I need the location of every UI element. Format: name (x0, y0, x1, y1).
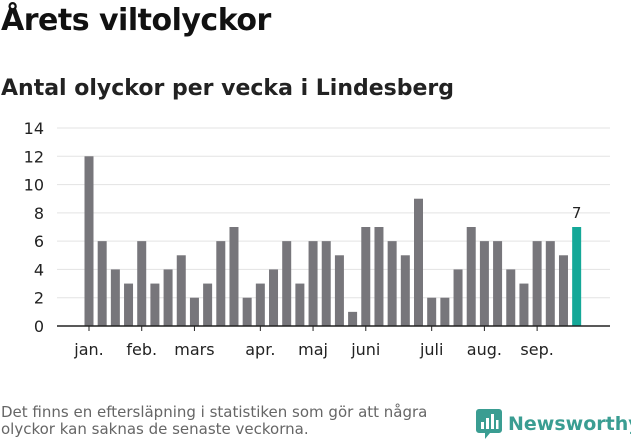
x-tick-label: mars (174, 340, 214, 359)
bar (506, 269, 516, 326)
bar (427, 297, 437, 326)
bar (558, 255, 568, 326)
bar (493, 241, 503, 326)
newsworthy-icon (476, 409, 502, 439)
bar (361, 227, 371, 326)
bar (519, 283, 529, 326)
x-tick-label: aug. (467, 340, 502, 359)
bar (176, 255, 186, 326)
highlighted-bar (572, 227, 582, 326)
bar (453, 269, 463, 326)
bar (387, 241, 397, 326)
x-tick-label: sep. (520, 340, 553, 359)
bar (216, 241, 226, 326)
chart-subtitle: Antal olyckor per vecka i Lindesberg (1, 76, 455, 101)
y-tick-label: 6 (34, 232, 44, 251)
bar (282, 241, 292, 326)
bar (545, 241, 555, 326)
y-tick-label: 12 (24, 147, 44, 166)
y-tick-label: 10 (24, 176, 44, 195)
bar (479, 241, 489, 326)
bar (163, 269, 173, 326)
y-tick-label: 8 (34, 204, 44, 223)
bar-chart: 0 2 4 6 8 10 12 14 7 jan. feb. mars apr. maj juni juli a… (24, 119, 610, 359)
bar (150, 283, 160, 326)
bar (348, 311, 358, 326)
bar (295, 283, 305, 326)
bar (414, 198, 423, 326)
bar (137, 241, 147, 326)
bar (97, 241, 107, 326)
x-tick-label: juli (419, 340, 443, 359)
y-tick-label: 4 (34, 260, 44, 279)
x-tick-label: feb. (126, 340, 157, 359)
bar (203, 283, 213, 326)
bar (334, 255, 344, 326)
bar (255, 283, 265, 326)
bar (189, 297, 199, 326)
chart-title: Årets viltolyckor (1, 3, 271, 38)
y-tick-label: 0 (34, 317, 44, 336)
bar (229, 227, 239, 326)
bar (308, 241, 318, 326)
bar (466, 227, 476, 326)
bar (321, 241, 331, 326)
bar (110, 269, 120, 326)
data-label: 7 (572, 204, 582, 222)
x-tick-label: apr. (245, 340, 275, 359)
footnote: Det finns en eftersläpning i statistiken… (1, 403, 428, 438)
bar (242, 297, 252, 326)
bar (84, 156, 94, 326)
bar (269, 269, 279, 326)
y-tick-label: 14 (24, 119, 44, 138)
newsworthy-logo: Newsworthy (476, 409, 631, 439)
bar (400, 255, 410, 326)
bar (532, 241, 542, 326)
brand-name: Newsworthy (508, 413, 631, 435)
bar (124, 283, 134, 326)
x-tick-label: maj (298, 340, 328, 359)
bar (440, 297, 450, 326)
bar (374, 227, 384, 326)
x-tick-label: juni (350, 340, 380, 359)
y-tick-label: 2 (34, 289, 44, 308)
x-tick-label: jan. (73, 340, 103, 359)
